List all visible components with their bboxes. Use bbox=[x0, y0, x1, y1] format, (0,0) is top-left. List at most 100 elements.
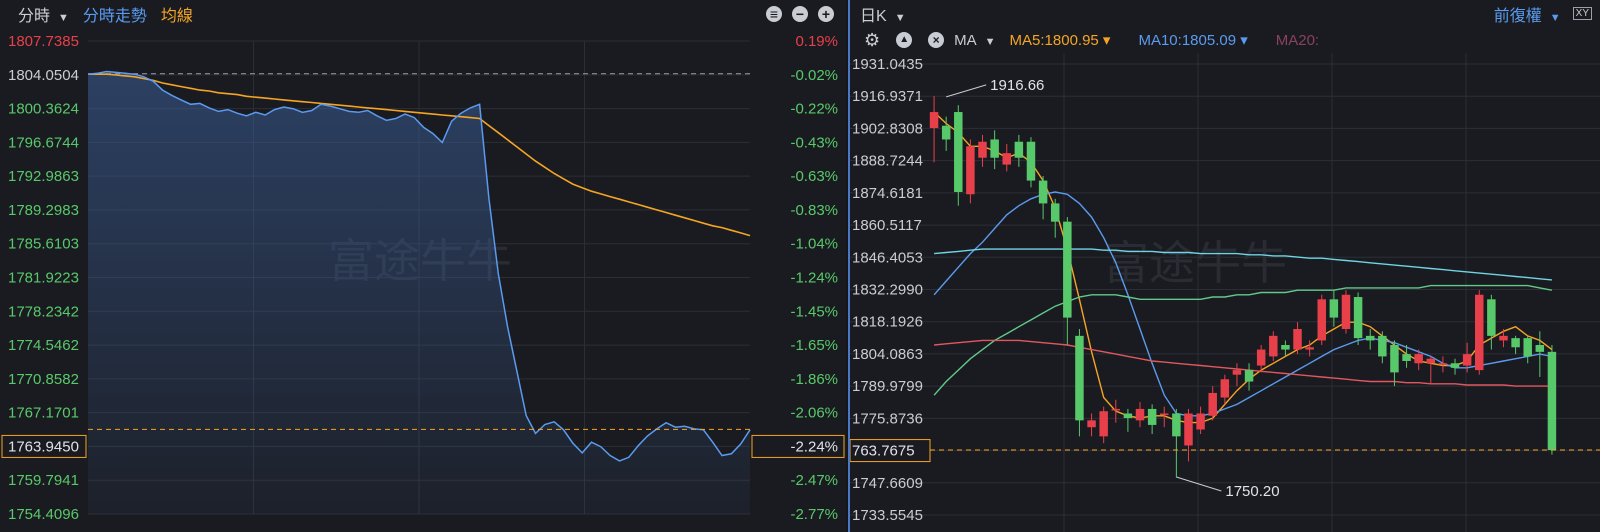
candle[interactable] bbox=[1232, 363, 1242, 387]
candle[interactable] bbox=[1475, 290, 1484, 375]
intraday-chart[interactable]: 富途牛牛 1807.73851804.05041800.36241796.674… bbox=[0, 27, 846, 532]
adjust-selector[interactable]: 前復權 ▼ bbox=[1494, 2, 1561, 26]
zoom-out-icon[interactable]: − bbox=[792, 5, 808, 22]
candle[interactable] bbox=[1523, 335, 1532, 364]
zoom-in-icon[interactable]: + bbox=[818, 5, 834, 22]
tab-intraday-trend[interactable]: 分時走勢 bbox=[82, 7, 147, 25]
ma10-readout[interactable]: MA10:1805.09 ▾ bbox=[1138, 32, 1248, 49]
candle[interactable] bbox=[1341, 290, 1351, 334]
candle[interactable] bbox=[1535, 331, 1545, 377]
candle[interactable] bbox=[1220, 374, 1230, 405]
candle[interactable] bbox=[1172, 408, 1181, 478]
price-tick-label: 1733.5545 bbox=[852, 507, 923, 524]
percent-tick-label: -2.06% bbox=[790, 405, 838, 422]
percent-tick-label: -0.63% bbox=[790, 168, 838, 185]
candle[interactable] bbox=[1002, 144, 1011, 172]
price-tick-label: 1804.0863 bbox=[852, 346, 923, 363]
candle[interactable] bbox=[966, 139, 975, 204]
price-tick-label: 1832.2990 bbox=[852, 282, 923, 299]
candle[interactable] bbox=[1462, 342, 1472, 373]
candle[interactable] bbox=[1438, 356, 1448, 373]
candle[interactable] bbox=[1014, 134, 1024, 167]
candle[interactable] bbox=[1402, 344, 1411, 368]
period-label: 日K bbox=[860, 7, 887, 25]
ma20-readout[interactable]: MA20: bbox=[1276, 32, 1319, 49]
ma-toolbar: ⚙ ▲ × MA ▼ MA5:1800.95 ▾ MA10:1805.09 ▾ M… bbox=[850, 27, 1600, 53]
candle[interactable] bbox=[1353, 292, 1363, 345]
candle[interactable] bbox=[1099, 406, 1108, 444]
chevron-down-icon: ▼ bbox=[1549, 11, 1561, 24]
menu-icon[interactable]: ≡ bbox=[766, 5, 782, 22]
candle[interactable] bbox=[1256, 344, 1266, 373]
candle[interactable] bbox=[1293, 322, 1302, 355]
candle[interactable] bbox=[1050, 198, 1060, 238]
candle[interactable] bbox=[1075, 329, 1084, 437]
candle[interactable] bbox=[978, 134, 987, 167]
ma5-readout[interactable]: MA5:1800.95 ▾ bbox=[1009, 32, 1111, 49]
candle[interactable] bbox=[1329, 290, 1339, 327]
candle[interactable] bbox=[1244, 363, 1254, 391]
candle[interactable] bbox=[1026, 137, 1036, 188]
candle[interactable] bbox=[1511, 335, 1520, 355]
candle[interactable] bbox=[1147, 404, 1157, 435]
candle[interactable] bbox=[1487, 294, 1496, 350]
candle[interactable] bbox=[1378, 331, 1387, 364]
candle[interactable] bbox=[1547, 344, 1557, 455]
candle[interactable] bbox=[990, 130, 999, 170]
price-tick-label: 1774.5462 bbox=[8, 337, 79, 354]
price-tick-label: 1759.7941 bbox=[8, 472, 79, 489]
kline-toolbar: 日K ▼ 前復權 ▼ XY bbox=[850, 0, 1600, 27]
ma120-line bbox=[934, 248, 1552, 281]
price-tick-label: 1770.8582 bbox=[8, 371, 79, 388]
candle[interactable] bbox=[1305, 340, 1314, 357]
candle[interactable] bbox=[941, 116, 951, 151]
adjust-label: 前復權 bbox=[1493, 7, 1542, 25]
price-tick-label: 1789.2983 bbox=[8, 202, 79, 219]
close-icon[interactable]: × bbox=[928, 32, 945, 48]
percent-tick-label: -0.22% bbox=[790, 101, 838, 118]
ma20-value: MA20: bbox=[1275, 31, 1320, 49]
price-tick-label: 1804.0504 bbox=[8, 67, 79, 84]
current-price-box bbox=[850, 439, 931, 463]
candle[interactable] bbox=[1317, 294, 1326, 345]
average-price-line bbox=[88, 73, 751, 237]
gear-icon[interactable]: ⚙ bbox=[864, 29, 881, 50]
candle[interactable] bbox=[1123, 408, 1133, 432]
candle[interactable] bbox=[954, 105, 963, 206]
collapse-icon[interactable]: ▲ bbox=[896, 32, 913, 48]
kline-chart[interactable]: 富途牛牛 1916.66 1750.20 1931.0435 1916.9371 19… bbox=[850, 53, 1600, 532]
candle[interactable] bbox=[1208, 386, 1217, 421]
candle[interactable] bbox=[1365, 329, 1375, 350]
candle[interactable] bbox=[1414, 349, 1423, 371]
candle[interactable] bbox=[1196, 406, 1205, 435]
candle[interactable] bbox=[1269, 331, 1278, 361]
candle[interactable] bbox=[1038, 175, 1048, 220]
candle[interactable] bbox=[1135, 402, 1145, 428]
candle[interactable] bbox=[1390, 340, 1399, 387]
mode-label: 分時 bbox=[18, 7, 51, 25]
candle[interactable] bbox=[1281, 340, 1290, 357]
kline-panel: 日K ▼ 前復權 ▼ XY ⚙ ▲ × MA ▼ MA5:1800.95 ▾ MA10… bbox=[848, 0, 1600, 532]
candle[interactable] bbox=[1087, 413, 1096, 437]
period-selector[interactable]: 日K ▼ bbox=[860, 2, 906, 26]
candle[interactable] bbox=[1499, 329, 1508, 348]
price-tick-label: 1846.4053 bbox=[852, 249, 923, 266]
ma-selector[interactable]: MA ▼ bbox=[954, 32, 995, 49]
candle[interactable] bbox=[1160, 406, 1169, 428]
candle[interactable] bbox=[1450, 358, 1460, 375]
candle[interactable] bbox=[1111, 399, 1121, 423]
percent-tick-label: -1.04% bbox=[790, 236, 838, 253]
price-line bbox=[87, 70, 751, 462]
annotation-leader bbox=[1176, 476, 1222, 492]
mode-selector[interactable]: 分時 ▼ bbox=[18, 2, 69, 26]
candle[interactable] bbox=[929, 96, 939, 163]
axis-settings-icon[interactable]: XY bbox=[1572, 7, 1592, 20]
tab-average-line[interactable]: 均線 bbox=[160, 7, 193, 25]
price-tick-label: 1754.4096 bbox=[8, 506, 79, 523]
candle[interactable] bbox=[1063, 217, 1072, 345]
price-annotation: 1916.66 bbox=[990, 77, 1044, 94]
price-tick-label: 1747.6609 bbox=[852, 475, 923, 492]
price-tick-label: 1785.6103 bbox=[8, 236, 79, 253]
candle[interactable] bbox=[1184, 408, 1193, 462]
candle[interactable] bbox=[1426, 356, 1436, 384]
